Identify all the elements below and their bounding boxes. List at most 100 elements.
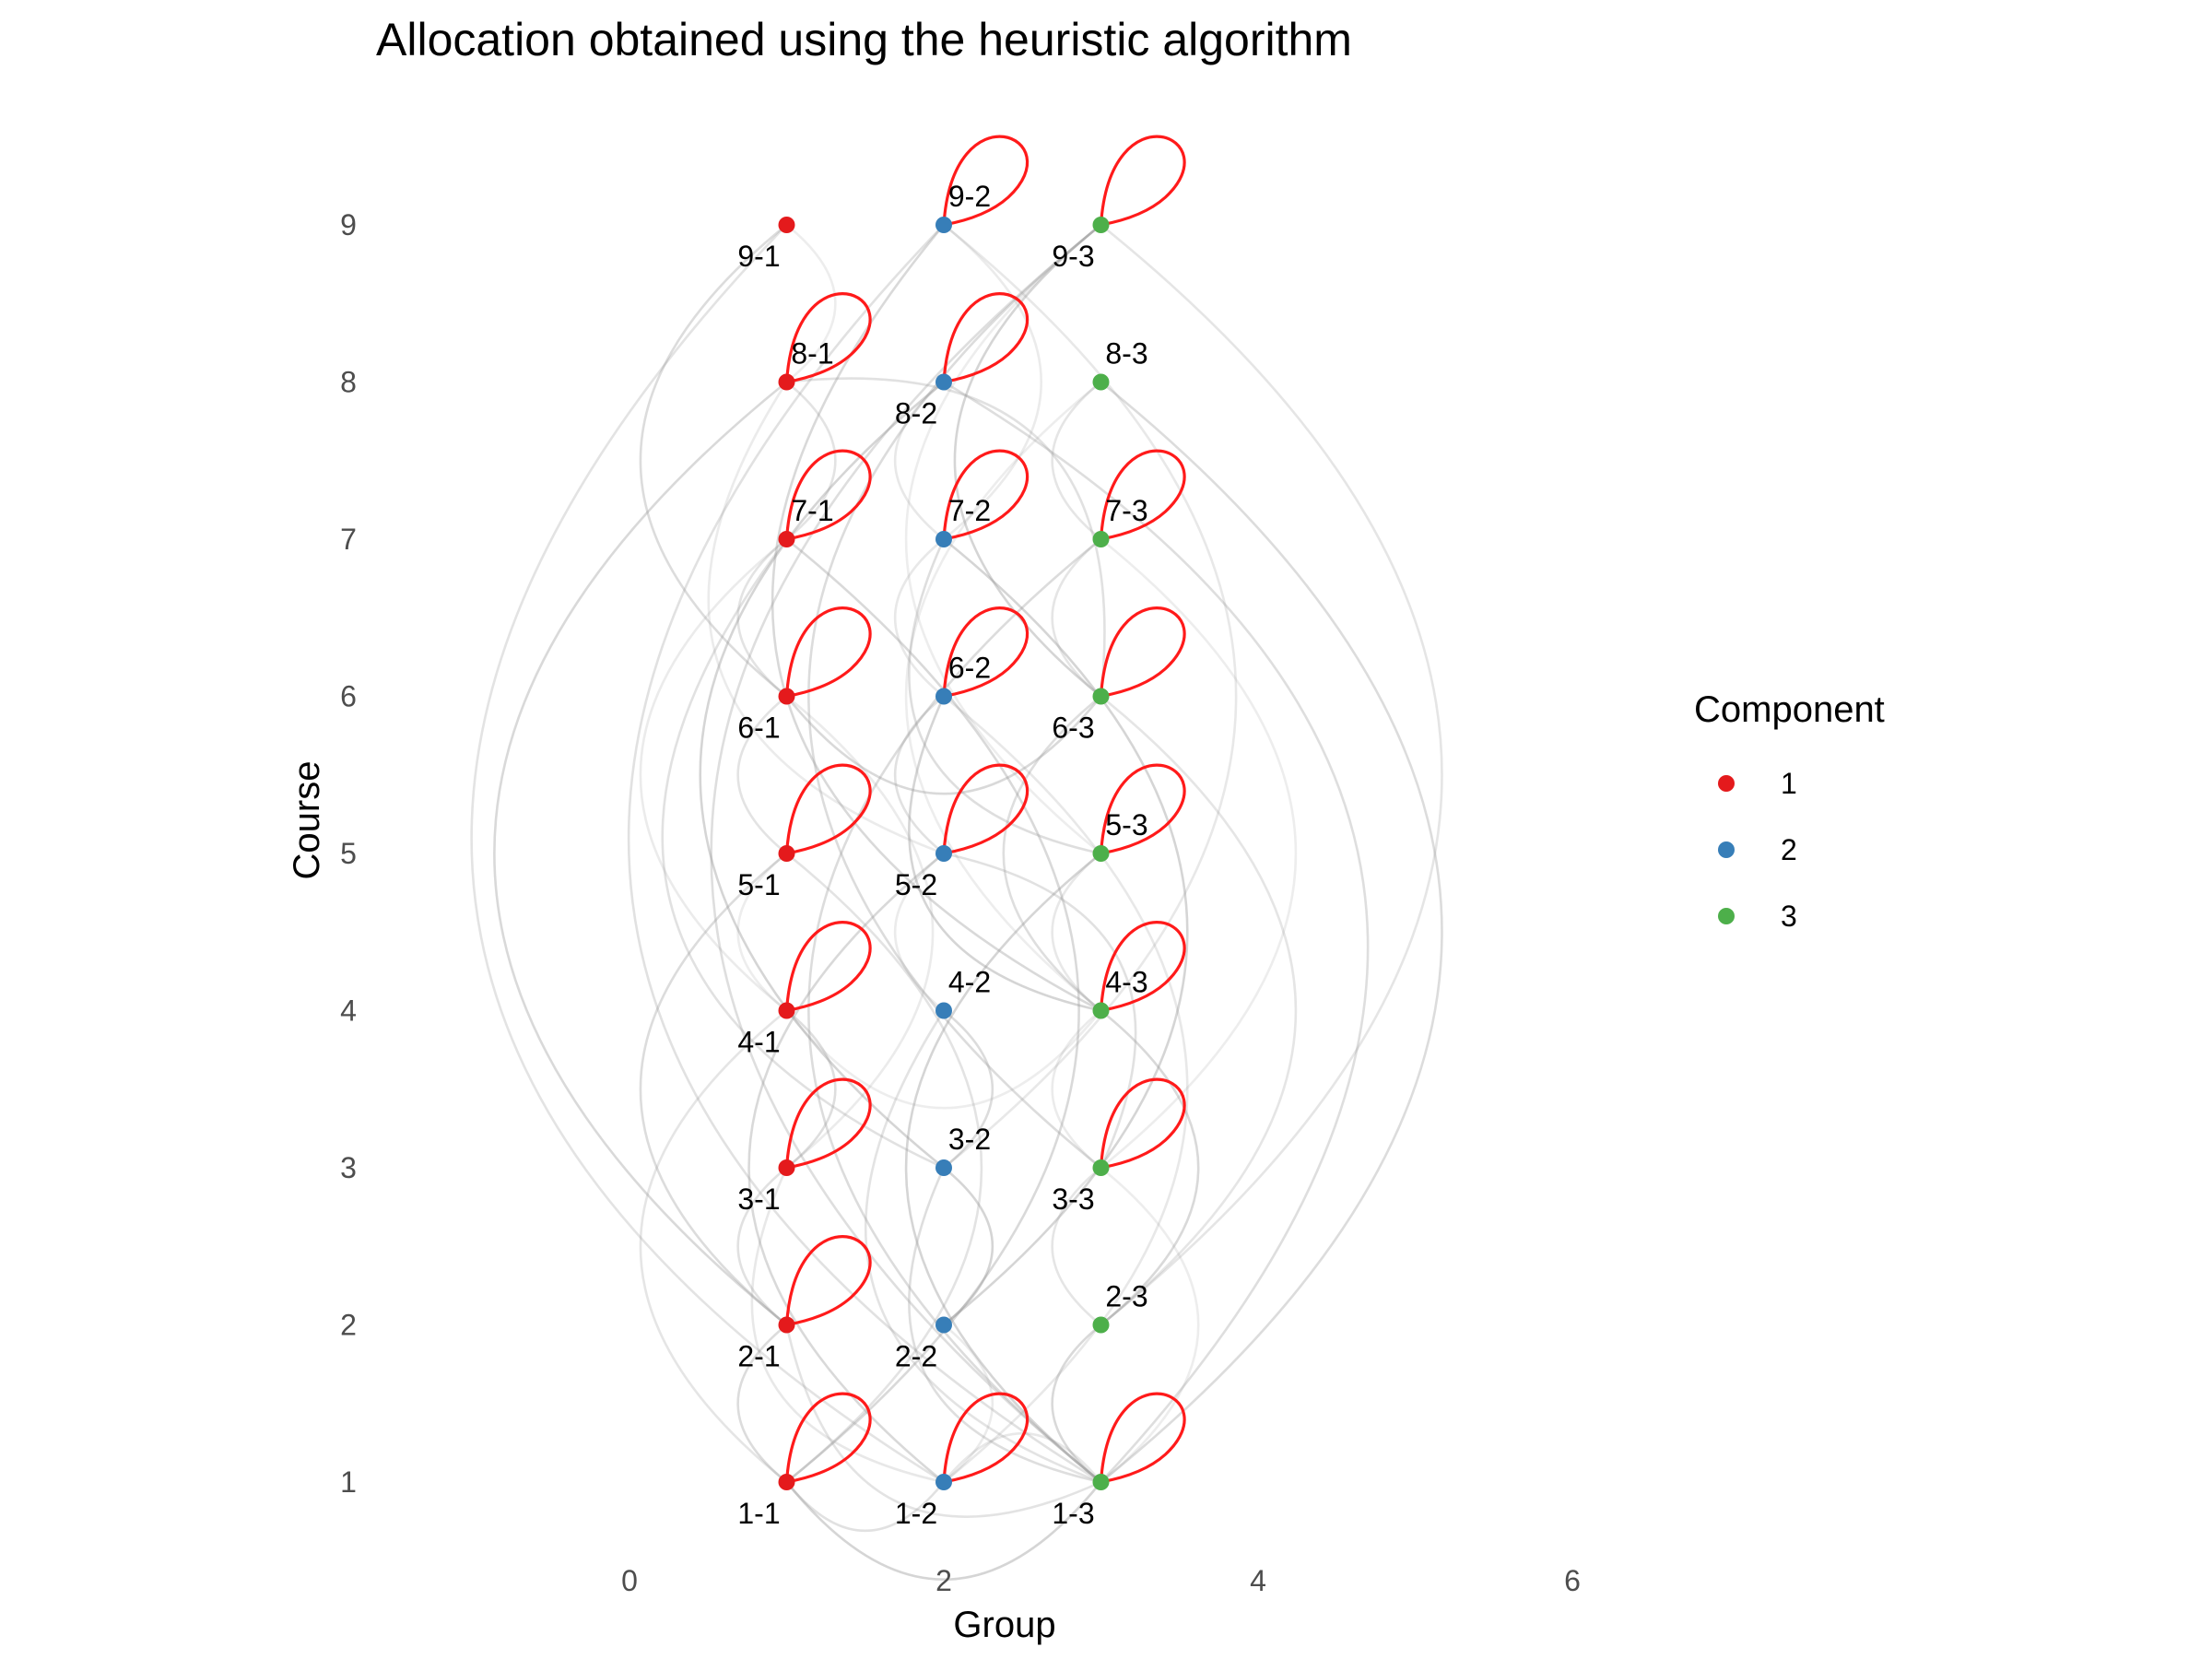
edge-1-1-to-1-3 [785, 1481, 1102, 1582]
edge-9-2-to-7-2 [943, 223, 1043, 541]
edge-9-3-to-6-3 [953, 223, 1102, 698]
edge-4-1-to-1-1 [639, 1009, 788, 1484]
edge-5-3-to-4-3 [1051, 852, 1102, 1012]
edge-5-1-to-2-1 [639, 852, 788, 1326]
edge-3-3-to-2-3 [1051, 1166, 1102, 1326]
node-point-1-1 [778, 1474, 795, 1490]
edge-7-2-to-5-3 [908, 538, 1101, 855]
node-label-1-3: 1-3 [1052, 1497, 1094, 1530]
self-loop-8-1 [784, 292, 872, 384]
edge-8-1-to-6-3 [786, 377, 1106, 697]
edge-7-3-to-1-3 [807, 537, 1102, 1484]
node-point-6-3 [1092, 688, 1110, 705]
edge-3-3-to-1-3 [1100, 1166, 1200, 1484]
node-point-5-2 [935, 845, 952, 862]
self-loop-7-2 [942, 449, 1030, 541]
y-tick-label: 5 [340, 837, 357, 870]
chart-title: Allocation obtained using the heuristic … [376, 14, 1352, 65]
edge-6-2-to-5-2 [893, 695, 945, 855]
node-label-2-3: 2-3 [1105, 1280, 1147, 1313]
edge-3-1-to-2-1 [736, 1166, 788, 1326]
node-point-8-3 [1092, 373, 1110, 391]
edges-layer [470, 223, 1443, 1582]
edge-9-1-to-1-2 [470, 224, 945, 1484]
legend-label-3: 3 [1781, 900, 1797, 933]
edge-9-2-to-3-2 [943, 223, 1238, 1170]
edge-7-1-to-4-1 [639, 537, 788, 1012]
self-loop-9-2 [942, 135, 1030, 227]
edge-6-3-to-4-3 [1002, 695, 1102, 1012]
node-label-1-1: 1-1 [737, 1497, 780, 1530]
edge-6-1-to-5-1 [736, 695, 788, 855]
edge-8-1-to-7-1 [785, 381, 837, 541]
y-tick-label: 2 [340, 1309, 357, 1342]
node-label-2-1: 2-1 [737, 1340, 780, 1373]
self-loop-6-1 [784, 606, 872, 699]
edge-4-2-to-3-2 [943, 1009, 994, 1170]
x-tick-label: 2 [935, 1564, 952, 1597]
self-loop-5-1 [784, 763, 872, 855]
legend-items: 1 2 3 [1718, 767, 1797, 933]
edge-9-2-to-4-3 [771, 224, 1102, 1012]
y-tick-label: 1 [340, 1465, 357, 1499]
edge-2-1-to-1-1 [736, 1324, 788, 1484]
node-label-9-3: 9-3 [1052, 240, 1094, 273]
node-label-4-2: 4-2 [948, 966, 991, 999]
node-label-5-3: 5-3 [1105, 808, 1147, 841]
edge-5-2-to-1-2 [747, 852, 945, 1484]
edge-6-2-to-4-3 [908, 695, 1101, 1012]
node-point-9-1 [778, 217, 795, 233]
legend-key-1 [1718, 775, 1735, 792]
x-tick-label: 6 [1564, 1564, 1581, 1597]
node-point-5-3 [1092, 845, 1110, 862]
node-label-8-1: 8-1 [791, 337, 833, 371]
edge-9-3-to-5-3 [904, 223, 1102, 855]
node-label-3-1: 3-1 [737, 1182, 780, 1216]
edge-9-3-to-1-3 [710, 223, 1102, 1484]
edge-6-2-to-1-2 [943, 695, 1189, 1484]
node-label-9-1: 9-1 [737, 240, 780, 273]
node-point-3-2 [935, 1159, 952, 1176]
edge-2-3-to-1-3 [1051, 1324, 1102, 1484]
legend-key-3 [1718, 908, 1735, 924]
node-point-2-2 [935, 1316, 952, 1334]
y-tick-label: 3 [340, 1151, 357, 1184]
node-point-8-2 [935, 373, 952, 391]
node-label-6-3: 6-3 [1052, 712, 1094, 745]
node-point-6-1 [778, 688, 795, 705]
x-axis-title: Group [953, 1605, 1055, 1645]
nodes-layer [778, 217, 1110, 1490]
node-label-6-1: 6-1 [737, 712, 780, 745]
node-labels-layer: 1-1 1-2 1-3 2-1 2-2 2-3 3-1 3-2 3-3 4-1 4-2 4-3 5-1 5… [737, 180, 1147, 1530]
node-point-7-1 [778, 531, 795, 547]
edge-5-2-to-4-2 [893, 852, 945, 1012]
edge-4-1-to-3-1 [785, 1009, 837, 1170]
self-loop-3-1 [784, 1077, 872, 1170]
edge-6-1-to-3-1 [785, 695, 935, 1170]
edge-7-1-to-1-1 [785, 537, 1080, 1484]
self-loop-1-3 [1099, 1392, 1186, 1484]
node-point-2-3 [1092, 1316, 1110, 1334]
legend: Component 1 2 3 [1694, 689, 1885, 933]
node-label-4-1: 4-1 [737, 1026, 780, 1059]
y-axis-ticks: 1 2 3 4 5 6 7 8 9 [340, 208, 357, 1499]
edge-1-2-to-1-3 [942, 1431, 1102, 1483]
node-label-8-3: 8-3 [1105, 337, 1147, 371]
node-point-7-3 [1092, 531, 1110, 547]
node-point-4-2 [935, 1002, 952, 1019]
y-tick-label: 8 [340, 366, 357, 399]
node-point-1-2 [935, 1474, 952, 1490]
self-loop-7-1 [784, 449, 872, 541]
edge-4-1-to-4-3 [785, 1009, 1102, 1110]
y-tick-label: 7 [340, 523, 357, 556]
x-axis-ticks: 0 2 4 6 [621, 1564, 1581, 1597]
y-tick-label: 9 [340, 208, 357, 241]
x-tick-label: 0 [621, 1564, 638, 1597]
edge-2-1-to-1-3 [785, 1324, 1102, 1518]
y-axis-title: Course [287, 761, 327, 880]
edge-7-1-to-3-2 [661, 538, 945, 1170]
node-label-2-2: 2-2 [895, 1340, 937, 1373]
node-label-3-3: 3-3 [1052, 1182, 1094, 1216]
node-point-4-3 [1092, 1002, 1110, 1019]
